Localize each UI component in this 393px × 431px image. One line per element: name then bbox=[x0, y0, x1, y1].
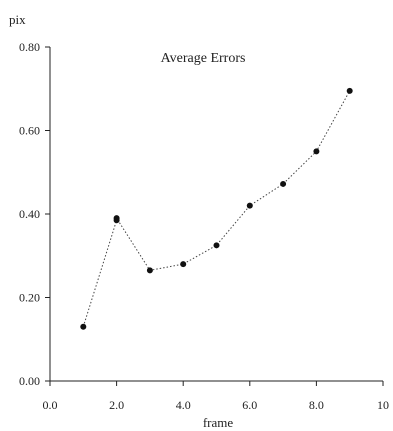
data-point bbox=[280, 180, 287, 187]
data-point bbox=[313, 148, 320, 155]
data-point bbox=[146, 267, 153, 274]
y-ticks: 0.00 0.20 0.40 0.60 0.80 bbox=[19, 40, 50, 388]
y-tick-label: 0.20 bbox=[19, 291, 40, 305]
x-tick-label: 0.0 bbox=[43, 398, 58, 412]
x-tick-label: 6.0 bbox=[242, 398, 257, 412]
data-point bbox=[113, 215, 120, 222]
data-point bbox=[180, 261, 187, 268]
axes bbox=[49, 47, 383, 382]
y-tick-label: 0.80 bbox=[19, 40, 40, 54]
y-tick-label: 0.00 bbox=[19, 374, 40, 388]
x-ticks: 0.0 2.0 4.0 6.0 8.0 10 bbox=[43, 381, 389, 412]
data-point bbox=[213, 242, 220, 249]
x-tick-label: 2.0 bbox=[109, 398, 124, 412]
y-axis-label: pix bbox=[9, 12, 26, 27]
data-point bbox=[246, 202, 253, 209]
x-tick-label: 4.0 bbox=[176, 398, 191, 412]
y-tick-label: 0.40 bbox=[19, 207, 40, 221]
chart-title: Average Errors bbox=[161, 51, 246, 66]
series-layer bbox=[80, 87, 353, 330]
x-axis-label: frame bbox=[203, 415, 234, 430]
x-tick-label: 10 bbox=[377, 398, 389, 412]
y-tick-label: 0.60 bbox=[19, 124, 40, 138]
x-tick-label: 8.0 bbox=[309, 398, 324, 412]
data-point bbox=[80, 323, 87, 330]
series-line bbox=[82, 90, 351, 327]
data-point bbox=[346, 87, 353, 94]
